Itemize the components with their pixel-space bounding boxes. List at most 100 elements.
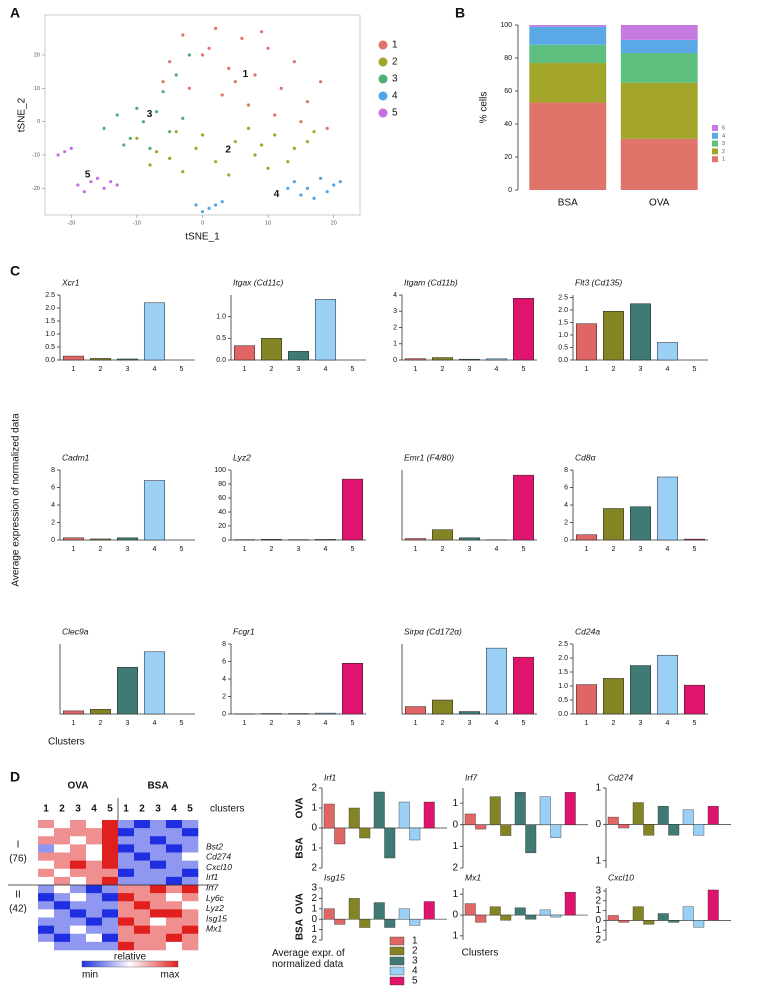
heat-cell: [182, 925, 199, 935]
y-tick-label: 6: [51, 484, 55, 491]
x-tick-label: 4: [666, 720, 670, 727]
axes: [59, 295, 195, 361]
point: [319, 80, 323, 84]
legend-label: 5: [392, 108, 398, 119]
heat-cell: [182, 860, 199, 870]
y-tick-label: -10: [32, 152, 40, 158]
point: [305, 100, 310, 104]
bar: [423, 801, 435, 829]
bar: [500, 824, 512, 836]
bar: [575, 534, 598, 541]
x-tick-label: 1: [243, 720, 247, 727]
y-tick-label: 10: [34, 86, 40, 92]
bar: [564, 792, 576, 825]
point: [168, 60, 172, 64]
bar: [632, 802, 644, 825]
point: [102, 126, 106, 130]
y-tick-label: 0.0: [216, 357, 226, 364]
heat-cell: [150, 925, 167, 935]
heat-cell: [150, 852, 167, 861]
plot-frame: [44, 14, 361, 216]
heat-cell: [86, 909, 103, 918]
heat-cell: [134, 901, 151, 910]
heat-cell: [150, 836, 167, 845]
x-tick-label: 1: [414, 720, 418, 727]
bar: [512, 474, 535, 541]
point: [174, 130, 178, 134]
heat-cell: [150, 901, 167, 910]
heat-cell: [86, 933, 103, 943]
x-tick-label: 5: [693, 720, 697, 727]
point: [299, 120, 303, 124]
row-group-label: I: [17, 840, 20, 851]
y-tick-label: 2.5: [558, 294, 568, 301]
heat-cell: [70, 925, 87, 935]
point: [194, 146, 198, 150]
point: [109, 180, 113, 184]
point: [338, 180, 342, 184]
heat-cell: [182, 844, 199, 853]
y-tick-label: 2.0: [558, 655, 568, 662]
point: [56, 153, 60, 157]
column-label: 3: [75, 804, 81, 815]
heat-cell: [182, 893, 199, 902]
heat-cell: [70, 893, 87, 902]
heat-cell: [102, 860, 119, 870]
x-tick-label: 0: [201, 220, 204, 226]
bar: [398, 908, 410, 920]
y-tick-label: 6: [222, 658, 226, 665]
heat-cell: [134, 917, 151, 926]
legend-swatch: [712, 148, 718, 155]
heat-cell: [70, 860, 87, 870]
x-tick-label: 3: [297, 546, 301, 553]
bar: [683, 684, 706, 715]
heat-cell: [134, 909, 151, 918]
point: [161, 90, 165, 94]
heat-cell: [54, 860, 71, 870]
y-tick-label: 2: [311, 935, 317, 946]
point: [207, 46, 211, 50]
bar: [423, 901, 435, 920]
heat-cell: [38, 868, 55, 878]
heat-cell: [86, 941, 103, 951]
x-tick-label: 4: [324, 720, 328, 727]
bar: [602, 311, 625, 361]
heat-cell: [54, 941, 71, 951]
legend-title-box: Average expr. of normalized data: [272, 948, 345, 970]
heat-cell: [134, 860, 151, 870]
bar: [512, 656, 535, 715]
bar: [707, 805, 719, 825]
x-tick-label: 2: [441, 546, 445, 553]
heat-cell: [166, 820, 183, 829]
x-tick-label: 2: [441, 366, 445, 373]
heat-cell: [102, 820, 119, 829]
bar: [233, 345, 256, 361]
point: [273, 133, 277, 137]
bar: [489, 906, 501, 916]
point: [325, 190, 329, 194]
x-tick-label: 2: [99, 720, 103, 727]
bar: [341, 663, 364, 715]
cluster-label: 1: [243, 69, 249, 80]
y-tick-label: 0.5: [558, 344, 568, 351]
column-label: 1: [43, 804, 49, 815]
legend-label: 4: [412, 966, 418, 977]
heat-cell: [134, 868, 151, 878]
x-tick-label: 3: [468, 366, 472, 373]
chart-title: Flt3 (Cd135): [575, 277, 622, 287]
x-tick-label: 5: [693, 366, 697, 373]
y-tick-label: 2: [393, 324, 397, 331]
point: [220, 200, 224, 204]
legend-swatch: [712, 125, 718, 131]
point: [246, 126, 251, 130]
heat-cell: [118, 852, 135, 861]
heat-cell: [54, 852, 71, 861]
heat-cell: [54, 925, 71, 935]
row-group-count: (76): [9, 854, 27, 865]
bar: [539, 909, 551, 916]
bar: [475, 824, 487, 830]
bar-segment: [529, 44, 607, 63]
bar: [348, 898, 360, 920]
bar: [404, 706, 427, 715]
y-tick-label: 2: [311, 893, 317, 904]
